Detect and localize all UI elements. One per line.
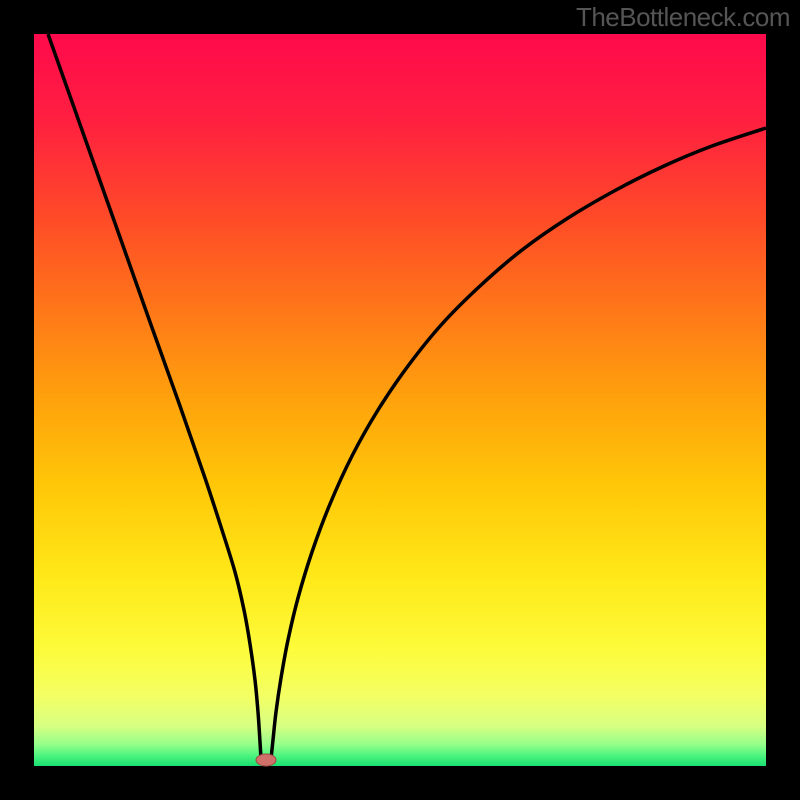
bottleneck-marker [256, 754, 276, 766]
chart-container: { "watermark": { "text": "TheBottleneck.… [0, 0, 800, 800]
chart-svg [0, 0, 800, 800]
plot-background [34, 34, 766, 766]
watermark-text: TheBottleneck.com [576, 2, 790, 33]
